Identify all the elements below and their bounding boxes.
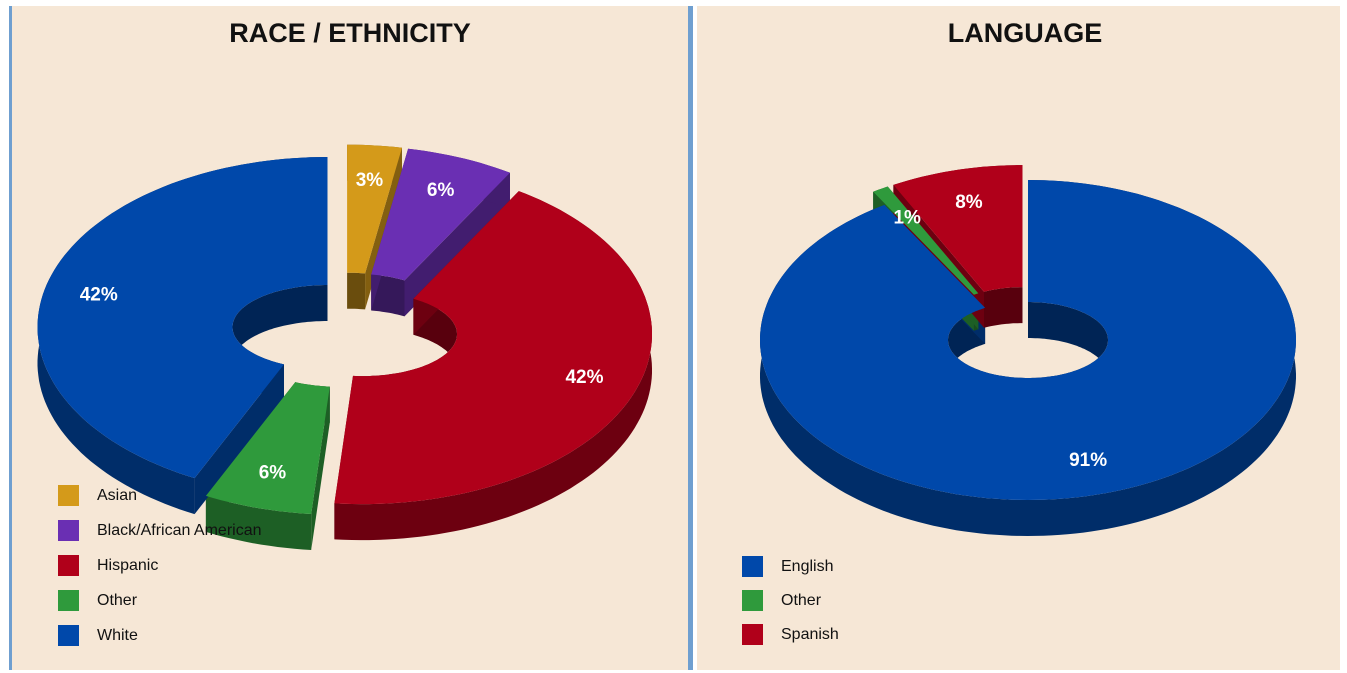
slice-side: [194, 364, 284, 515]
legend-label: Spanish: [781, 626, 839, 643]
slice-side: [404, 172, 510, 317]
legend-label: Other: [97, 592, 138, 609]
slice: [205, 382, 330, 514]
data-label: 8%: [955, 192, 983, 213]
slice-side: [347, 272, 366, 310]
chart-title: LANGUAGE: [948, 18, 1103, 48]
chart-title: RACE / ETHNICITY: [229, 18, 471, 48]
slice: [334, 191, 652, 505]
legend-label: Other: [781, 592, 822, 609]
data-label: 42%: [565, 367, 603, 388]
slice-side: [205, 495, 312, 550]
legend-label: Black/African American: [97, 522, 262, 539]
slice-tops: [760, 165, 1296, 500]
slice: [347, 144, 402, 274]
data-label: 6%: [259, 463, 287, 484]
legend-swatch: [58, 520, 79, 541]
legend-swatch: [58, 625, 79, 646]
legend-swatch: [58, 590, 79, 611]
legend-swatch: [742, 624, 763, 645]
data-label: 6%: [427, 180, 455, 201]
data-label: 42%: [80, 284, 118, 305]
slice-side: [311, 386, 330, 550]
legend-label: Asian: [97, 487, 137, 504]
slice: [873, 186, 979, 295]
legend-label: English: [781, 558, 833, 575]
data-label: 1%: [893, 207, 921, 228]
data-label: 91%: [1069, 450, 1107, 471]
slice-side: [371, 274, 405, 317]
legend-swatch: [742, 590, 763, 611]
divider: [688, 6, 693, 670]
slice: [760, 180, 1296, 500]
slice: [37, 157, 328, 479]
left-border: [9, 6, 12, 670]
legend-label: White: [97, 627, 138, 644]
slice: [893, 165, 1023, 292]
slice-side: [984, 287, 1023, 328]
slice: [371, 148, 510, 281]
legend-swatch: [742, 556, 763, 577]
slice-side: [334, 191, 652, 541]
slice-tops: [37, 144, 652, 514]
legend-label: Hispanic: [97, 557, 158, 574]
data-label: 3%: [356, 170, 384, 191]
legend-swatch: [58, 555, 79, 576]
legend-swatch: [58, 485, 79, 506]
